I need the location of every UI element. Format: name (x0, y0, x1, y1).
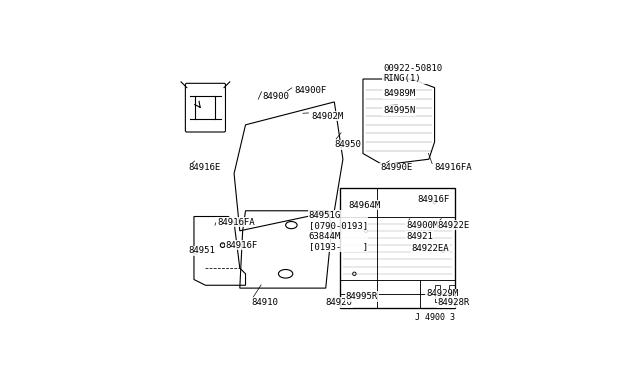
Text: 00922-50810
RING(1): 00922-50810 RING(1) (383, 64, 442, 83)
Text: 84989M: 84989M (383, 89, 415, 98)
Text: 84900F: 84900F (294, 86, 326, 95)
Text: 84920: 84920 (326, 298, 353, 307)
Text: J 4900 3: J 4900 3 (415, 314, 454, 323)
Text: 84951: 84951 (188, 246, 215, 255)
Text: 84951G
[0790-0193]
63844M
[0193-    ]: 84951G [0790-0193] 63844M [0193- ] (308, 211, 367, 251)
Text: 84916F: 84916F (225, 241, 258, 250)
Text: 84916F: 84916F (417, 195, 450, 204)
Text: 84910: 84910 (252, 298, 278, 307)
Text: 84900M: 84900M (406, 221, 438, 230)
Text: 84900: 84900 (262, 92, 289, 101)
Text: 84916FA: 84916FA (435, 163, 472, 172)
Text: 84995N: 84995N (383, 106, 415, 115)
Text: 84929M: 84929M (426, 289, 458, 298)
Text: 84916FA: 84916FA (217, 218, 255, 227)
Text: 84921: 84921 (406, 232, 433, 241)
Text: 84922E: 84922E (438, 221, 470, 230)
Text: 84916E: 84916E (188, 163, 221, 172)
Text: 84922EA: 84922EA (412, 244, 449, 253)
Text: 84928R: 84928R (438, 298, 470, 307)
Text: 84964M: 84964M (349, 201, 381, 209)
Text: 84990E: 84990E (380, 163, 412, 172)
Text: 84950: 84950 (334, 140, 361, 150)
Text: 84902M: 84902M (312, 112, 344, 121)
Text: 84995R: 84995R (346, 292, 378, 301)
